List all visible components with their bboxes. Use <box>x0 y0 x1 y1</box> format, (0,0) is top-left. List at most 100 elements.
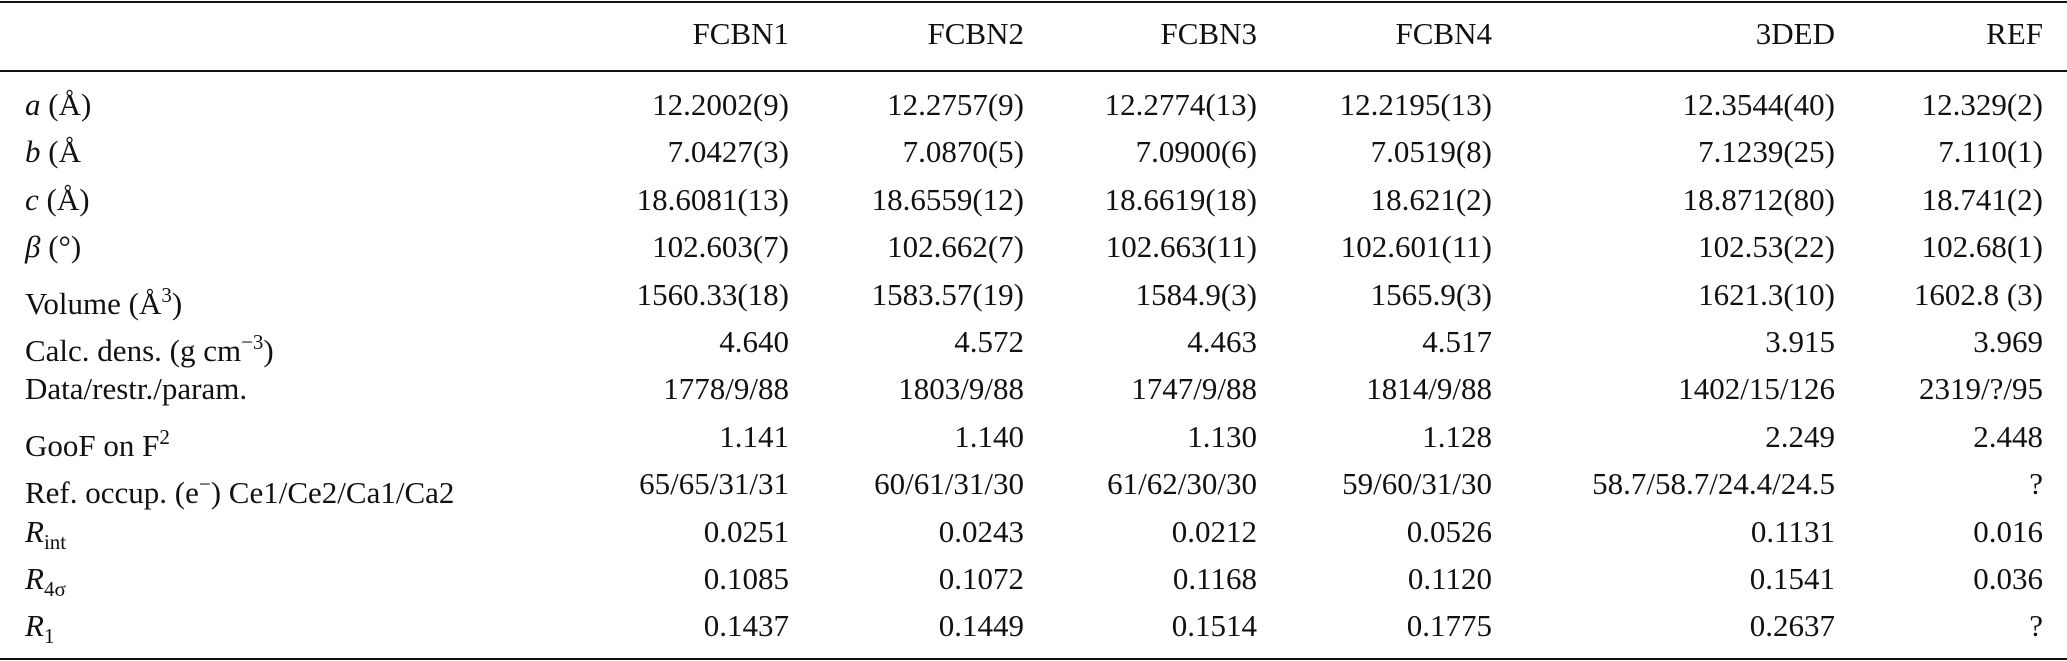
row-label: a (Å) <box>25 85 91 125</box>
cell-value: 61/62/30/30 <box>1107 466 1257 502</box>
cell-value: 102.601(11) <box>1340 229 1492 265</box>
cell-value: 1747/9/88 <box>1131 371 1257 407</box>
cell-value: 0.1775 <box>1406 608 1492 644</box>
cell-value: 3.915 <box>1765 324 1835 359</box>
header-rule <box>0 70 2067 72</box>
cell-value: 12.2195(13) <box>1339 87 1492 122</box>
bottom-rule <box>0 658 2067 660</box>
cell-value: 1803/9/88 <box>898 371 1024 407</box>
label-part: Calc. dens. (g cm <box>25 333 242 368</box>
cell-value: ? <box>2029 466 2043 502</box>
label-part: Volume (Å <box>25 285 162 321</box>
cell-value: 1402/15/126 <box>1678 371 1835 407</box>
cell-value: 1778/9/88 <box>663 371 789 407</box>
label-part: β <box>25 229 41 265</box>
cell-value: 102.603(7) <box>652 229 789 265</box>
cell-value: 3.969 <box>1973 324 2043 359</box>
cell-value: 12.2757(9) <box>887 87 1024 122</box>
cell-value: 18.741(2) <box>1921 181 2043 217</box>
cell-value: 1814/9/88 <box>1366 371 1492 407</box>
cell-value: 12.329(2) <box>1921 87 2043 122</box>
label-part: Ref. occup. (e <box>25 475 199 511</box>
cell-value: 1602.8 (3) <box>1913 276 2043 312</box>
label-part: −3 <box>241 330 264 354</box>
cell-value: 59/60/31/30 <box>1342 466 1492 502</box>
cell-value: 0.1131 <box>1750 513 1835 549</box>
cell-value: 102.663(11) <box>1105 229 1257 265</box>
row-label: c (Å) <box>25 180 90 220</box>
row-label: R4σ <box>25 559 66 601</box>
cell-value: 0.1085 <box>703 561 789 596</box>
row-label: Data/restr./param. <box>25 369 247 409</box>
label-part: GooF on F <box>25 427 160 463</box>
cell-value: 12.2002(9) <box>652 87 789 122</box>
cell-value: 2319/?/95 <box>1919 371 2043 407</box>
column-header: FCBN1 <box>692 16 789 51</box>
cell-value: 12.3544(40) <box>1682 87 1835 122</box>
cell-value: 0.1168 <box>1172 561 1257 596</box>
cell-value: 65/65/31/31 <box>639 466 789 502</box>
cell-value: 0.1449 <box>938 608 1024 644</box>
label-part: ) <box>263 333 274 368</box>
label-part: (°) <box>40 229 82 265</box>
cell-value: 18.8712(80) <box>1682 181 1835 217</box>
cell-value: 0.0243 <box>938 513 1024 549</box>
column-header: REF <box>1986 16 2043 51</box>
label-part: (Å) <box>40 87 92 122</box>
cell-value: 0.0251 <box>703 513 789 549</box>
column-header: 3DED <box>1755 16 1835 51</box>
label-part: (Å <box>40 134 81 170</box>
row-label: R1 <box>25 606 55 649</box>
cell-value: 1583.57(19) <box>871 276 1024 312</box>
cell-value: 1621.3(10) <box>1698 276 1835 312</box>
label-part: 4σ <box>43 577 66 601</box>
label-part: a <box>25 87 41 122</box>
top-rule <box>0 1 2067 3</box>
cell-value: 18.6559(12) <box>871 181 1024 217</box>
row-label: β (°) <box>25 227 81 267</box>
cell-value: 1.128 <box>1422 418 1492 454</box>
label-part: 2 <box>159 424 170 449</box>
label-part: 1 <box>43 624 55 649</box>
cell-value: 18.6619(18) <box>1104 181 1257 217</box>
label-part: (Å) <box>38 181 90 217</box>
cell-value: 2.249 <box>1765 418 1835 454</box>
cell-value: 12.2774(13) <box>1104 87 1257 122</box>
column-header: FCBN3 <box>1160 16 1257 51</box>
cell-value: 7.110(1) <box>1938 134 2043 170</box>
row-label: b (Å <box>25 132 81 172</box>
row-label: Calc. dens. (g cm−3) <box>25 322 274 368</box>
cell-value: 102.662(7) <box>887 229 1024 265</box>
cell-value: 0.0212 <box>1171 513 1257 549</box>
row-label: Rint <box>25 512 66 554</box>
cell-value: 1565.9(3) <box>1370 276 1492 312</box>
cell-value: 4.517 <box>1422 324 1492 359</box>
cell-value: 0.1541 <box>1749 561 1835 596</box>
cell-value: 7.0900(6) <box>1135 134 1257 170</box>
cell-value: 7.0427(3) <box>667 134 789 170</box>
cell-value: 0.0526 <box>1406 513 1492 549</box>
label-part: − <box>198 472 211 497</box>
cell-value: 0.016 <box>1973 513 2043 549</box>
label-part: ) <box>171 285 183 321</box>
row-label: Ref. occup. (e−) Ce1/Ce2/Ca1/Ca2 <box>25 464 454 510</box>
column-header: FCBN4 <box>1395 16 1492 51</box>
cell-value: 1.130 <box>1187 418 1257 454</box>
label-part: c <box>25 181 39 217</box>
cell-value: 102.68(1) <box>1921 229 2043 265</box>
cell-value: 0.1120 <box>1407 561 1492 596</box>
label-part: R <box>25 608 44 644</box>
cell-value: 7.0870(5) <box>902 134 1024 170</box>
cell-value: 0.1072 <box>938 561 1024 596</box>
label-part: R <box>25 513 44 549</box>
cell-value: 1.141 <box>719 418 789 454</box>
cell-value: 7.1239(25) <box>1698 134 1835 170</box>
cell-value: 4.640 <box>719 324 789 359</box>
cell-value: 4.572 <box>954 324 1024 359</box>
cell-value: 60/61/31/30 <box>874 466 1024 502</box>
label-part: ) Ce1/Ce2/Ca1/Ca2 <box>210 475 455 511</box>
cell-value: 0.1514 <box>1171 608 1257 644</box>
label-part: Data/restr./param. <box>25 371 248 407</box>
label-part: b <box>25 134 41 170</box>
